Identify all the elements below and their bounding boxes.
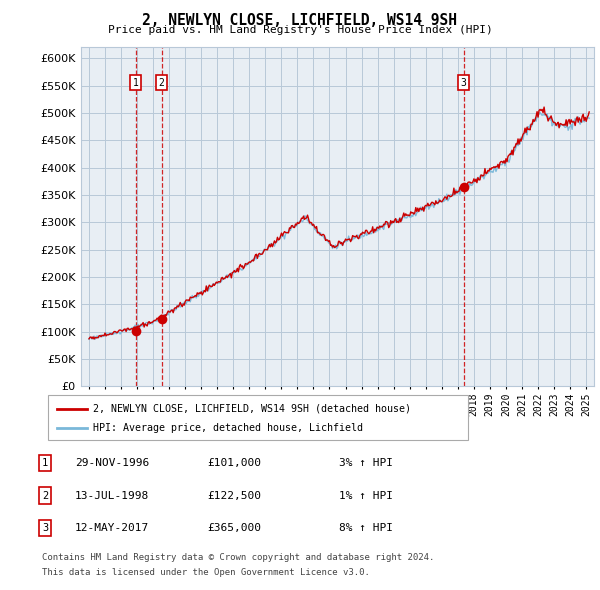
Text: 2, NEWLYN CLOSE, LICHFIELD, WS14 9SH (detached house): 2, NEWLYN CLOSE, LICHFIELD, WS14 9SH (de… <box>93 404 411 414</box>
Text: 3: 3 <box>42 523 48 533</box>
Text: Contains HM Land Registry data © Crown copyright and database right 2024.: Contains HM Land Registry data © Crown c… <box>42 553 434 562</box>
Text: 12-MAY-2017: 12-MAY-2017 <box>75 523 149 533</box>
Text: 13-JUL-1998: 13-JUL-1998 <box>75 491 149 500</box>
Text: 2: 2 <box>158 78 164 88</box>
Text: 3% ↑ HPI: 3% ↑ HPI <box>339 458 393 468</box>
Text: 1: 1 <box>133 78 139 88</box>
Text: Price paid vs. HM Land Registry's House Price Index (HPI): Price paid vs. HM Land Registry's House … <box>107 25 493 35</box>
Text: £365,000: £365,000 <box>207 523 261 533</box>
Text: 2: 2 <box>42 491 48 500</box>
Text: This data is licensed under the Open Government Licence v3.0.: This data is licensed under the Open Gov… <box>42 568 370 577</box>
Text: £122,500: £122,500 <box>207 491 261 500</box>
Text: 29-NOV-1996: 29-NOV-1996 <box>75 458 149 468</box>
Text: 2, NEWLYN CLOSE, LICHFIELD, WS14 9SH: 2, NEWLYN CLOSE, LICHFIELD, WS14 9SH <box>143 13 458 28</box>
Text: HPI: Average price, detached house, Lichfield: HPI: Average price, detached house, Lich… <box>93 424 363 434</box>
Text: 1% ↑ HPI: 1% ↑ HPI <box>339 491 393 500</box>
Text: 3: 3 <box>461 78 466 88</box>
Text: £101,000: £101,000 <box>207 458 261 468</box>
Text: 1: 1 <box>42 458 48 468</box>
Text: 8% ↑ HPI: 8% ↑ HPI <box>339 523 393 533</box>
